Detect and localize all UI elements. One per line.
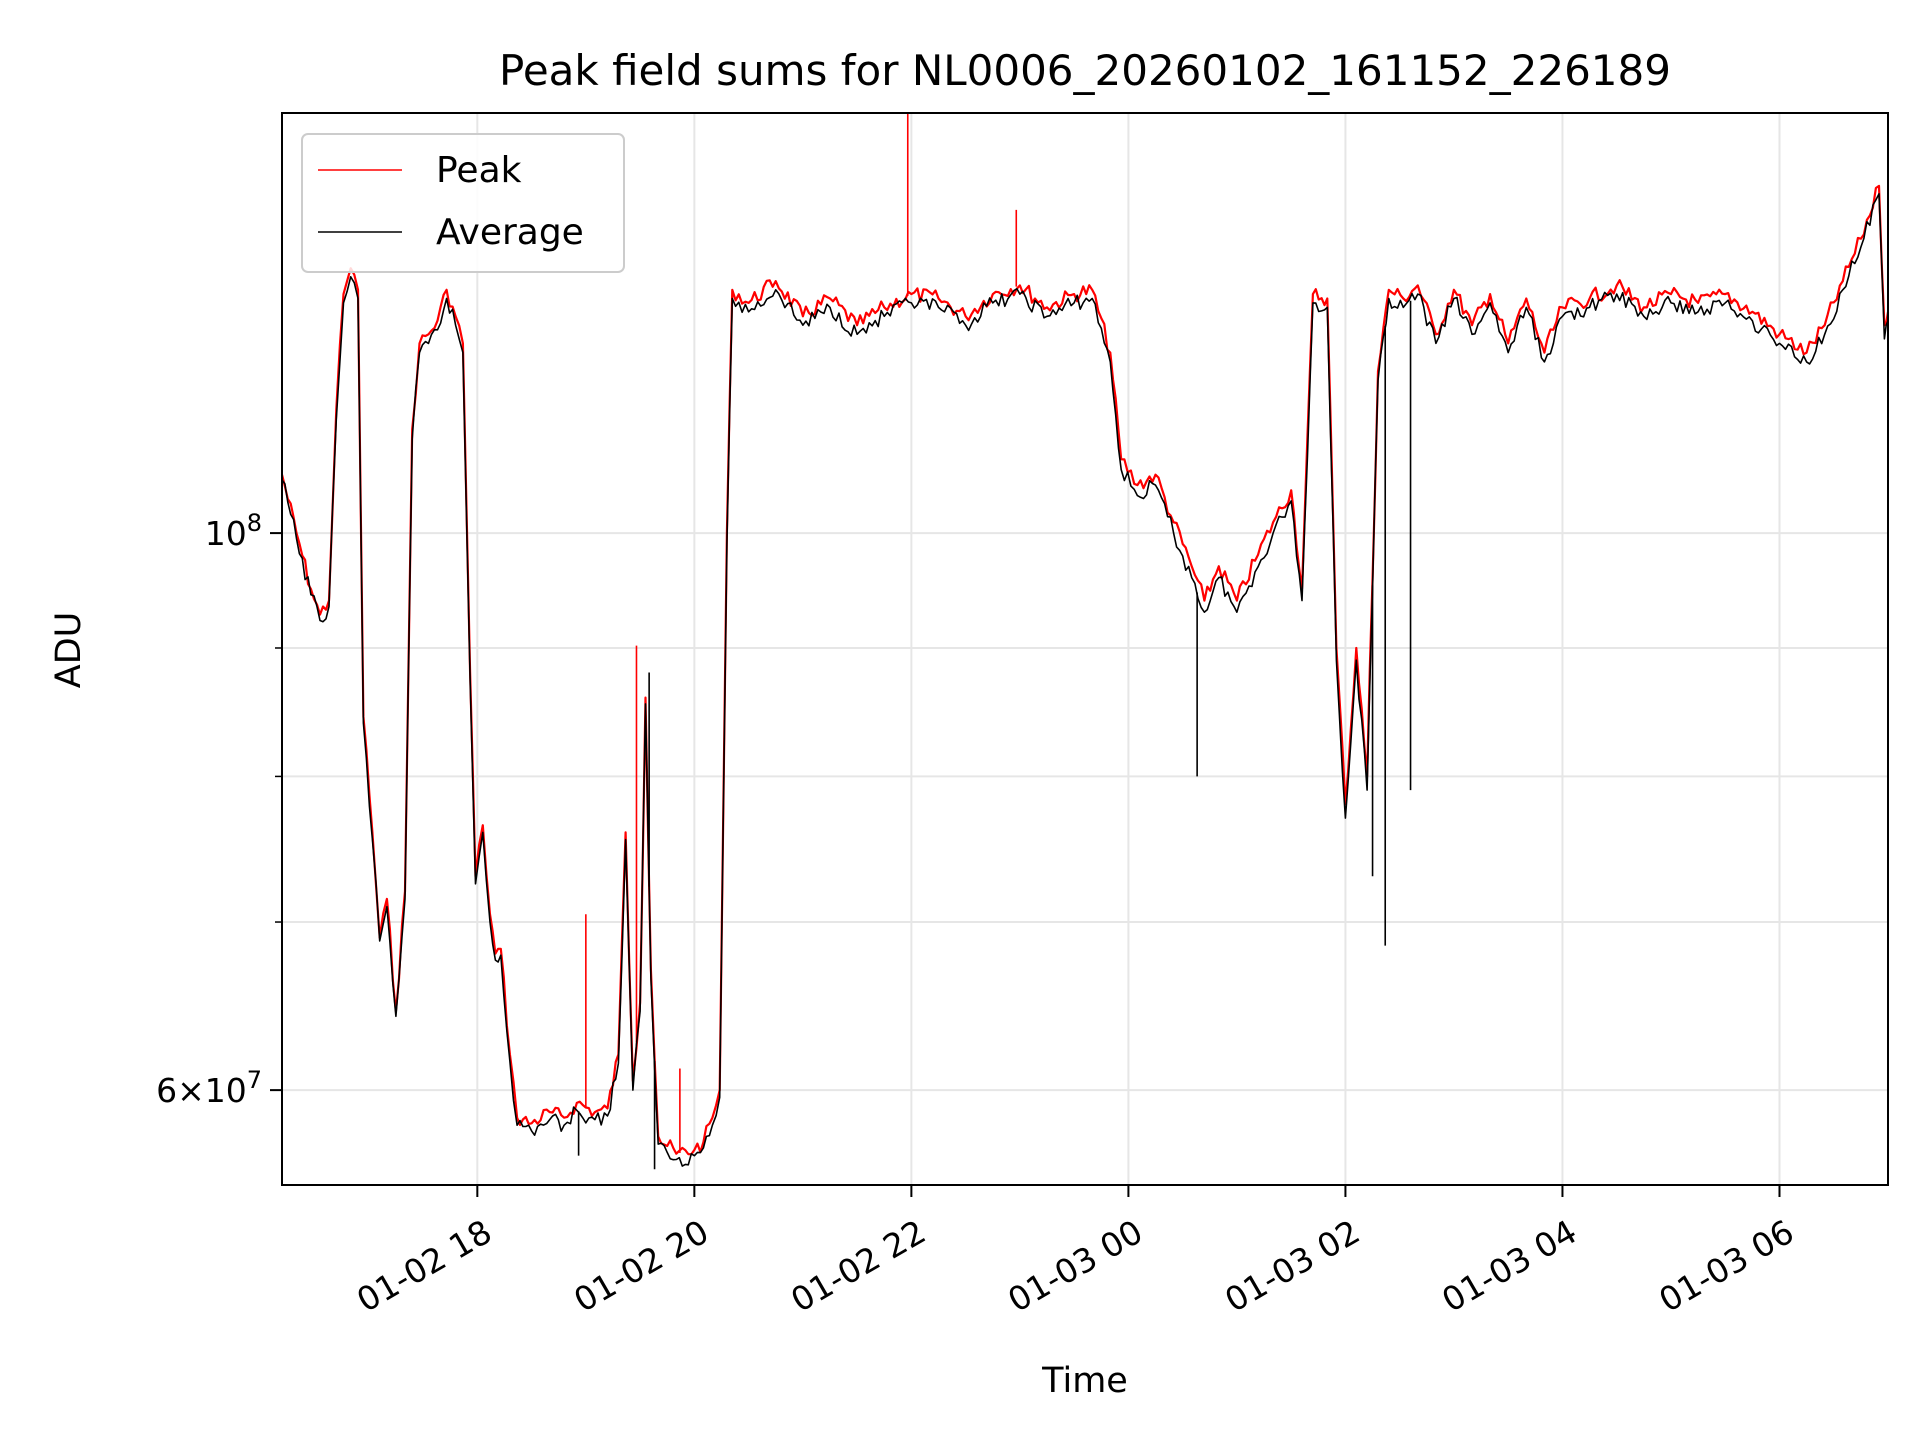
series-line-peak [280, 184, 1890, 1156]
legend-box [301, 133, 625, 273]
plot-area [280, 113, 1890, 1170]
y-tick-label: 6×107 [156, 1066, 262, 1110]
y-tick-label: 108 [205, 509, 262, 553]
chart-title: Peak field sums for NL0006_20260102_1611… [499, 46, 1671, 95]
plot-frame [281, 112, 1889, 1186]
y-axis-label: ADU [49, 612, 89, 689]
y-axis: 6×107 108 [156, 509, 282, 1110]
grid [282, 113, 1888, 1185]
series-line-average [281, 193, 1889, 1167]
x-axis-label: Time [1041, 1361, 1128, 1401]
legend: Peak Average [301, 133, 625, 273]
legend-label-average: Average [436, 212, 584, 253]
legend-label-peak: Peak [436, 150, 522, 191]
